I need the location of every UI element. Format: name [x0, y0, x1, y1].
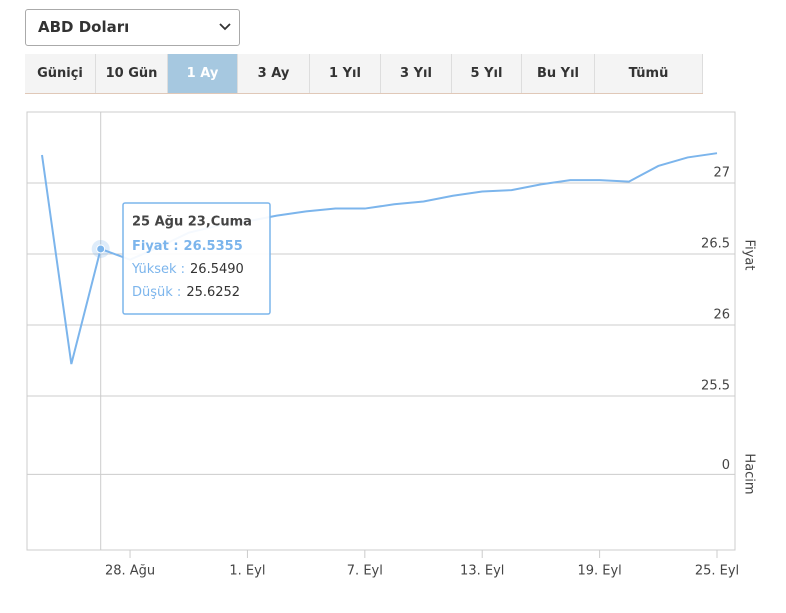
x-tick-label: 25. Eyl	[695, 564, 739, 579]
price-line	[41, 152, 718, 365]
range-button[interactable]: 5 Yıl	[452, 54, 522, 93]
x-tick-label: 28. Ağu	[105, 564, 155, 579]
y-tick-label: 0	[722, 458, 730, 473]
hover-halo	[91, 239, 110, 258]
x-tick-label: 19. Eyl	[577, 564, 621, 579]
x-tick-label: 7. Eyl	[347, 564, 383, 579]
select-value: ABD Doları	[38, 18, 130, 36]
range-button[interactable]: 3 Yıl	[381, 54, 452, 93]
range-buttons: Güniçi 10 Gün 1 Ay 3 Ay 1 Yıl 3 Yıl 5 Yıl Bu Yı…	[25, 54, 703, 94]
tooltip-row: Yüksek : 26.5490	[131, 262, 244, 277]
plot-frame	[26, 111, 736, 551]
range-button[interactable]: 1 Ay	[168, 54, 238, 93]
x-tick-label: 1. Eyl	[229, 564, 265, 579]
dropdown-arrow	[219, 23, 231, 31]
tooltip-box	[122, 202, 271, 315]
range-button[interactable]: Tümü	[595, 54, 703, 93]
hover-point	[96, 244, 106, 254]
tooltip-value: 25.6252	[186, 285, 240, 300]
range-button[interactable]: 3 Ay	[238, 54, 310, 93]
range-button[interactable]: 10 Gün	[96, 54, 168, 93]
range-button[interactable]: 1 Yıl	[310, 54, 381, 93]
tooltip-row: Düşük : 25.6252	[132, 285, 240, 300]
tooltip-title: 25 Ağu 23,Cuma	[132, 215, 252, 230]
tooltip-value: 26.5355	[184, 239, 243, 254]
y-tick-label: 26.5	[701, 237, 730, 252]
tooltip-label: Yüksek :	[131, 262, 185, 277]
range-button[interactable]: Güniçi	[25, 54, 96, 93]
x-tick-label: 13. Eyl	[460, 564, 504, 579]
y-tick-label: 27	[713, 166, 730, 181]
tooltip-label: Fiyat :	[132, 239, 179, 254]
y-axis-label: Hacim	[742, 453, 757, 494]
tooltip-value: 26.5490	[190, 262, 244, 277]
tooltip-row: Fiyat : 26.5355	[132, 239, 243, 254]
y-tick-label: 26	[713, 308, 730, 323]
tooltip-label: Düşük :	[132, 285, 181, 300]
currency-select[interactable]: ABD Doları	[25, 9, 240, 46]
tooltip: 25 Ağu 23,Cuma Fiyat : 26.5355 Yüksek : 26.5…	[122, 202, 271, 315]
range-button[interactable]: Bu Yıl	[522, 54, 595, 93]
y-tick-label: 25.5	[701, 379, 730, 394]
y-axis-label: Fiyat	[742, 240, 757, 271]
